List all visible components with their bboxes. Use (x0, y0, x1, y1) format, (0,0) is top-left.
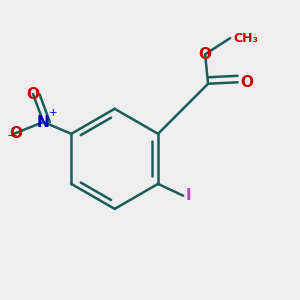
Text: O: O (241, 75, 254, 90)
Text: O: O (199, 47, 212, 62)
Text: O: O (26, 87, 40, 102)
Text: −: − (7, 130, 18, 143)
Text: CH₃: CH₃ (233, 32, 258, 45)
Text: I: I (186, 188, 192, 203)
Text: N: N (37, 115, 50, 130)
Text: O: O (9, 126, 22, 141)
Text: +: + (49, 108, 57, 118)
